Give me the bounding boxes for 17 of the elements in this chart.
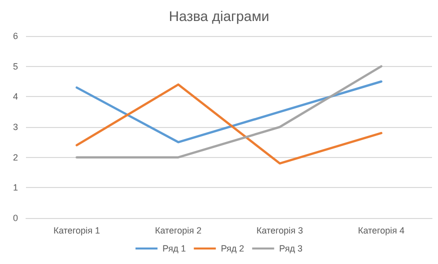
x-tick-label: Категорія 4 <box>358 226 405 236</box>
legend-label: Ряд 1 <box>162 244 186 254</box>
y-tick-label: 2 <box>12 152 18 162</box>
x-tick-label: Категорія 2 <box>154 226 202 236</box>
y-tick-label: 1 <box>12 182 18 193</box>
line-series <box>76 80 382 144</box>
x-tick-label: Категорія 1 <box>53 226 100 236</box>
legend-label: Ряд 2 <box>220 244 244 254</box>
y-tick-label: 0 <box>12 213 18 223</box>
y-tick-label: 5 <box>12 61 18 72</box>
x-tick-label: Категорія 3 <box>256 226 304 236</box>
y-tick-label: 3 <box>12 122 18 132</box>
legend-label: Ряд 3 <box>279 244 303 254</box>
line-series <box>76 83 382 165</box>
y-tick-label: 6 <box>12 31 18 41</box>
chart-title: Назва діаграми <box>168 8 270 24</box>
y-tick-label: 4 <box>12 92 18 102</box>
